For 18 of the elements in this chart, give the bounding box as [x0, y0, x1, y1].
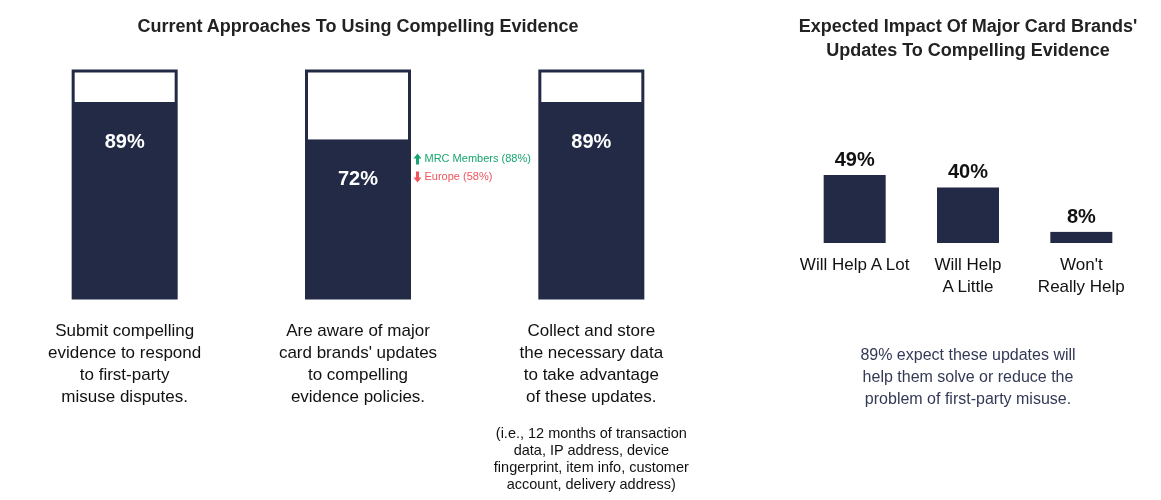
- x-tick-label: Will Help A Lot: [799, 255, 910, 274]
- data-label: 89%: [104, 130, 145, 152]
- chart-title: Expected Impact Of Major Card Brands' Updates To Compelling Evidence: [798, 16, 1138, 60]
- text: 89% expect these updates will help them solve or reduce the problem of first-party misuse.: [860, 346, 1076, 407]
- annotation: MRC Members (88%): [424, 152, 531, 165]
- data-label: 72%: [337, 167, 379, 190]
- chart-title: Current Approaches To Using Compelling Evidence: [137, 16, 579, 36]
- x-tick-label: Are aware of major card brands' updates to compelling evidence policies.: [278, 321, 438, 406]
- annotation: Europe (58%): [424, 170, 493, 183]
- x-tick-label: Collect and store the necessary data to take advantage of these updates.: [519, 321, 664, 406]
- x-tick-label: Won't Really Help: [1037, 255, 1125, 296]
- text: (i.e., 12 months of transaction data, IP address, device fingerprint, item info, customer account, delivery address): [493, 425, 690, 492]
- data-label: 40%: [947, 160, 989, 183]
- x-tick-label: Will Help A Little: [934, 255, 1002, 296]
- data-label: 49%: [834, 148, 875, 170]
- data-label: 89%: [571, 130, 612, 152]
- data-label: 8%: [1066, 204, 1096, 227]
- x-tick-label: Submit compelling evidence to respond to first-party misuse disputes.: [48, 321, 202, 406]
